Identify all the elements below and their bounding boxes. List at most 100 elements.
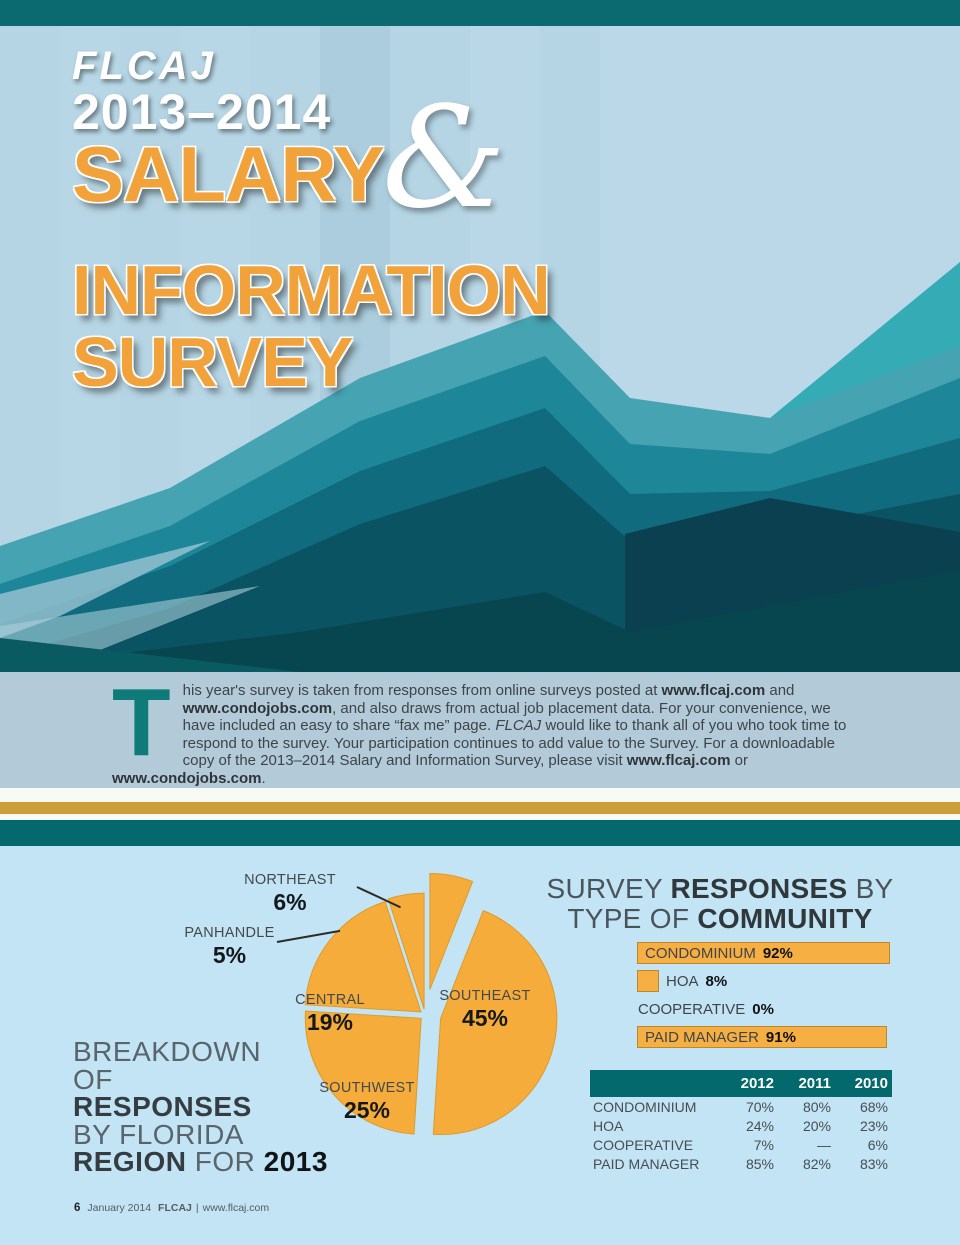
divider-band-teal: [0, 820, 960, 846]
table-cell-value: 7%: [753, 1136, 774, 1153]
footer-brand: FLCAJ: [158, 1202, 192, 1214]
heading-line-4: BY FLORIDA: [73, 1118, 328, 1150]
heading-line-2: OF: [73, 1063, 328, 1095]
table-header-2010: 2010: [854, 1075, 888, 1092]
title-word-survey: SURVEY: [72, 323, 354, 401]
salary-title-row: SALARY &: [72, 88, 550, 249]
years-label: 2013–2014: [72, 84, 332, 140]
pie-label-name: PANHANDLE: [184, 925, 275, 941]
page-number: 6: [74, 1202, 81, 1214]
bar-category-label: HOA: [666, 972, 699, 990]
page-footer: 6 January 2014 FLCAJ | www.flcaj.com: [74, 1202, 269, 1214]
heading-line-5: REGION FOR 2013: [73, 1148, 328, 1176]
bar-outside-text: COOPERATIVE 0%: [638, 1001, 774, 1018]
table-row-label: HOA: [593, 1117, 624, 1134]
table-cell-value: 82%: [802, 1155, 831, 1172]
table-row-hoa: HOA 24% 20% 23%: [590, 1116, 892, 1135]
title-word-salary: SALARY: [72, 129, 385, 218]
intro-segment: .: [261, 769, 266, 787]
pie-label-name: SOUTHWEST: [319, 1080, 415, 1096]
intro-paragraph: T his year's survey is taken from respon…: [112, 675, 860, 788]
table-body: CONDOMINIUM 70% 80% 68% HOA 24% 20% 23% COOPERAT…: [590, 1097, 892, 1173]
table-cell-value: —: [817, 1136, 831, 1153]
bar-value-label: 0%: [752, 1000, 774, 1018]
bar-row-paid-manager: PAID MANAGER 91%: [637, 1026, 932, 1048]
heading-text: FOR: [186, 1146, 264, 1177]
issue-date: January 2014: [87, 1202, 152, 1214]
intro-text: his year's survey is taken from response…: [112, 682, 860, 788]
hero-mountains-graphic: [0, 26, 960, 672]
table-cell-value: 68%: [859, 1098, 888, 1115]
title-word-information: INFORMATION: [72, 250, 551, 329]
table-row-condominium: CONDOMINIUM 70% 80% 68%: [590, 1097, 892, 1116]
heading-text: BY FLORIDA: [73, 1118, 244, 1150]
intro-segment: and: [765, 682, 795, 699]
pie-label-name: NORTHEAST: [244, 872, 336, 888]
intro-band: T his year's survey is taken from respon…: [0, 672, 960, 788]
heading-text-bold: COMMUNITY: [697, 903, 873, 934]
heading-text: SURVEY: [546, 873, 671, 904]
heading-text: BREAKDOWN: [73, 1036, 262, 1067]
survey-responses-heading: SURVEY RESPONSES BY TYPE OF COMMUNITY: [545, 874, 895, 934]
intro-url: www.flcaj.com: [661, 682, 766, 699]
pie-label-name: CENTRAL: [295, 992, 365, 1008]
pie-slice-southeast: [432, 909, 558, 1136]
hero-section: FLCAJ 2013–2014 SALARY & INFORMATION SUR…: [0, 26, 960, 672]
intro-segment: or: [730, 752, 748, 770]
heading-text-bold: RESPONSES: [73, 1091, 252, 1122]
bar-hoa: [637, 970, 659, 992]
year-comparison-table: 2012 2011 2010 CONDOMINIUM 70% 80% 68% HOA 24…: [590, 1070, 892, 1173]
heading-text: OF: [73, 1063, 113, 1095]
bar-category-label: COOPERATIVE: [638, 1000, 746, 1018]
divider-stripe-gold: [0, 802, 960, 814]
heading-line-1: BREAKDOWN: [73, 1038, 328, 1066]
table-row-cooperative: COOPERATIVE 7% — 6%: [590, 1135, 892, 1154]
intro-segment: his year's survey is taken from response…: [182, 682, 662, 699]
table-cell-value: 83%: [859, 1155, 888, 1172]
pie-label-southeast: SOUTHEAST 45%: [425, 988, 545, 1032]
bar-category-label: CONDOMINIUM: [645, 944, 756, 962]
table-row-label: CONDOMINIUM: [593, 1098, 697, 1115]
table-header-2012: 2012: [740, 1075, 774, 1092]
region-breakdown-heading: BREAKDOWN OF RESPONSES BY FLORIDA REGION…: [73, 1038, 328, 1176]
hero-title-block: FLCAJ 2013–2014 SALARY & INFORMATION SUR…: [72, 44, 551, 401]
pie-label-value: 25%: [343, 1097, 391, 1123]
table-cell-value: 85%: [745, 1155, 774, 1172]
pie-label-panhandle: PANHANDLE 5%: [172, 925, 287, 969]
heading-text: TYPE OF: [567, 903, 698, 934]
pie-slice-panhandle: [387, 892, 425, 1010]
community-bar-chart: CONDOMINIUM 92% HOA 8% COOPERATIVE 0% PAID MAN…: [637, 942, 932, 1054]
bar-row-hoa: HOA 8%: [637, 970, 932, 992]
pie-label-value: 19%: [306, 1009, 354, 1035]
divider-stripe-white: [0, 788, 960, 802]
pie-label-central: CENTRAL 19%: [285, 992, 375, 1036]
pie-slice-central: [304, 900, 422, 1013]
pie-label-value: 45%: [461, 1005, 509, 1031]
bar-paid-manager: PAID MANAGER 91%: [637, 1026, 887, 1048]
table-cell-value: 20%: [802, 1117, 831, 1134]
bar-row-cooperative: COOPERATIVE 0%: [637, 998, 932, 1020]
intro-url: www.condojobs.com: [182, 699, 333, 717]
pie-slice-southwest: [304, 1010, 422, 1135]
heading-text-bold: RESPONSES: [670, 873, 848, 904]
pie-slice-northeast: [429, 872, 474, 990]
footer-website: www.flcaj.com: [202, 1202, 270, 1214]
bar-row-condominium: CONDOMINIUM 92%: [637, 942, 932, 964]
bar-category-label: PAID MANAGER: [645, 1028, 759, 1046]
heading-year: 2013: [263, 1146, 328, 1177]
table-cell-value: 70%: [745, 1098, 774, 1115]
pie-label-value: 6%: [273, 889, 307, 915]
bar-outside-text: HOA 8%: [666, 973, 727, 990]
table-header-row: 2012 2011 2010: [590, 1070, 892, 1097]
pie-label-name: SOUTHEAST: [439, 988, 531, 1004]
heading-text: BY: [847, 873, 894, 904]
pie-label-value: 5%: [212, 942, 247, 968]
divider-stripe-white-thin: [0, 814, 960, 820]
heading-text-bold: REGION: [73, 1146, 187, 1177]
brand-logo: FLCAJ: [72, 44, 216, 88]
intro-segment: , and also draws from actual job placeme…: [182, 699, 831, 735]
survey-heading-line-2: TYPE OF COMMUNITY: [545, 904, 895, 934]
top-teal-strip: [0, 0, 960, 26]
bar-value-label: 91%: [765, 1028, 796, 1046]
